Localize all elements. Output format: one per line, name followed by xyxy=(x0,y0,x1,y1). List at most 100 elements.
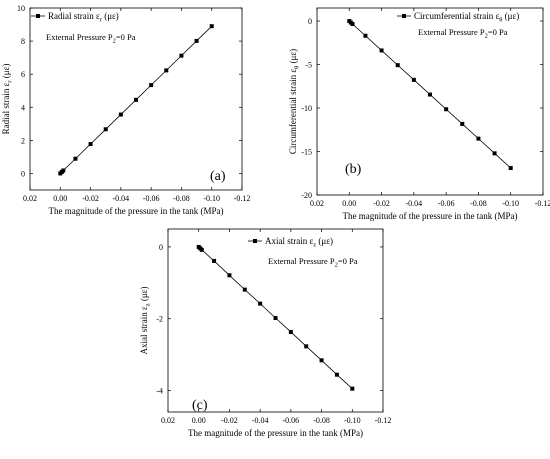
pressure-note-subscript: 2 xyxy=(335,262,338,269)
x-tick-label: 0.00 xyxy=(53,194,67,203)
data-point xyxy=(395,63,400,68)
y-axis-label-subscript: z xyxy=(145,303,152,306)
y-tick-label: -2 xyxy=(156,315,163,324)
legend-label-subscript: θ xyxy=(499,17,502,24)
x-tick-label: -0.06 xyxy=(438,199,455,208)
x-tick-label: -0.04 xyxy=(406,199,423,208)
panel-label: (a) xyxy=(210,169,226,184)
data-point xyxy=(164,68,169,73)
pressure-note-subscript: 2 xyxy=(113,38,116,45)
data-point xyxy=(61,168,66,173)
pressure-note: External Pressure P2=0 Pa xyxy=(268,256,358,269)
data-point xyxy=(379,48,384,53)
data-point xyxy=(476,136,481,141)
data-point xyxy=(212,258,217,263)
x-tick-label: -0.06 xyxy=(143,194,160,203)
chart-panel-1: 0.02 0.00 -0.02 -0.04 -0.06 -0.08 -0.10 -0.12 0 2… xyxy=(1,4,250,216)
legend-label: Radial strain εr (με) xyxy=(48,11,119,24)
legend-label-tail: (με) xyxy=(102,11,119,21)
legend-label-tail: (με) xyxy=(502,11,519,21)
plot-frame xyxy=(167,228,384,413)
x-axis-label: The magnitude of the pressure in the tan… xyxy=(343,211,518,221)
x-axis-label: The magnitude of the pressure in the tan… xyxy=(188,428,363,438)
data-point xyxy=(428,92,432,97)
x-tick-label: -0.12 xyxy=(375,416,392,425)
y-tick-label: 0 xyxy=(308,17,312,26)
y-tick-label: 0 xyxy=(21,169,25,178)
x-tick-label: -0.10 xyxy=(344,416,361,425)
x-tick-label: -0.12 xyxy=(535,199,550,208)
x-tick-label: 0.02 xyxy=(161,416,175,425)
legend: Circumferential strain εθ (με) xyxy=(397,11,519,24)
data-point xyxy=(350,22,355,27)
legend-marker xyxy=(402,14,406,18)
panel-label: (b) xyxy=(345,162,362,177)
pressure-note-tail: =0 Pa xyxy=(338,256,358,266)
legend: Axial strain εz (με) xyxy=(248,236,333,249)
data-point xyxy=(194,38,199,43)
y-axis-label-tail: (με) xyxy=(1,64,11,81)
x-tick-label: -0.02 xyxy=(373,199,390,208)
data-point xyxy=(149,83,154,88)
data-point xyxy=(363,33,368,38)
data-point xyxy=(118,112,123,117)
plot-frame xyxy=(29,7,243,191)
x-axis-label: The magnitude of the pressure in the tan… xyxy=(49,206,224,216)
x-tick-label: -0.08 xyxy=(313,416,330,425)
x-tick-label: -0.04 xyxy=(252,416,269,425)
data-point xyxy=(350,386,355,391)
y-axis-label: Axial strain εz (με) xyxy=(139,286,152,354)
y-axis-label: Radial strain εr (με) xyxy=(1,64,14,135)
data-point xyxy=(88,142,93,147)
y-axis-label-subscript: r xyxy=(7,80,14,83)
x-tick-label: -0.02 xyxy=(221,416,238,425)
data-point xyxy=(508,166,513,171)
y-tick-label: 6 xyxy=(21,70,25,79)
y-tick-label: 4 xyxy=(21,103,25,112)
data-point xyxy=(444,107,449,112)
data-point xyxy=(134,97,138,102)
y-axis-label-main: Circumferential strain ε xyxy=(288,69,298,154)
x-tick-label: -0.08 xyxy=(470,199,487,208)
data-point xyxy=(179,53,184,58)
y-tick-label: -15 xyxy=(301,148,312,157)
panel-label: (c) xyxy=(192,398,208,413)
x-tick-label: 0.02 xyxy=(23,194,37,203)
legend-label-main: Circumferential strain ε xyxy=(414,11,499,21)
y-axis-label-subscript: θ xyxy=(294,66,301,69)
data-point xyxy=(304,344,309,349)
pressure-note-main: External Pressure P xyxy=(418,27,485,37)
y-tick-label: -5 xyxy=(305,61,312,70)
pressure-note-tail: =0 Pa xyxy=(116,32,136,42)
plot-frame xyxy=(316,7,544,196)
legend-marker xyxy=(253,239,257,243)
data-point xyxy=(242,287,247,292)
y-axis-label-tail: (με) xyxy=(139,286,149,303)
pressure-note: External Pressure P2=0 Pa xyxy=(418,27,508,40)
data-point xyxy=(460,121,465,126)
x-tick-label: -0.06 xyxy=(283,416,300,425)
legend-label-subscript: z xyxy=(313,242,316,249)
y-tick-label: -4 xyxy=(156,386,163,395)
legend-marker xyxy=(36,14,40,18)
x-tick-label: -0.04 xyxy=(113,194,130,203)
y-tick-label: 2 xyxy=(21,136,25,145)
data-point xyxy=(288,329,293,334)
pressure-note-main: External Pressure P xyxy=(46,32,113,42)
x-tick-label: 0.00 xyxy=(192,416,206,425)
data-point xyxy=(334,372,339,377)
legend-label: Circumferential strain εθ (με) xyxy=(414,11,519,24)
x-tick-label: -0.08 xyxy=(173,194,190,203)
legend-label-main: Axial strain ε xyxy=(265,236,313,246)
pressure-note-subscript: 2 xyxy=(485,33,488,40)
pressure-note-main: External Pressure P xyxy=(268,256,335,266)
data-point xyxy=(273,315,278,320)
data-point xyxy=(258,301,263,306)
chart-panel-3: 0.02 0.00 -0.02 -0.04 -0.06 -0.08 -0.10 -0.12 0 -… xyxy=(139,228,392,438)
data-point xyxy=(73,156,78,161)
legend-label-subscript: r xyxy=(100,17,103,24)
y-tick-label: 10 xyxy=(17,4,25,13)
y-axis-label-main: Radial strain ε xyxy=(1,82,11,134)
x-tick-label: -0.02 xyxy=(82,194,99,203)
